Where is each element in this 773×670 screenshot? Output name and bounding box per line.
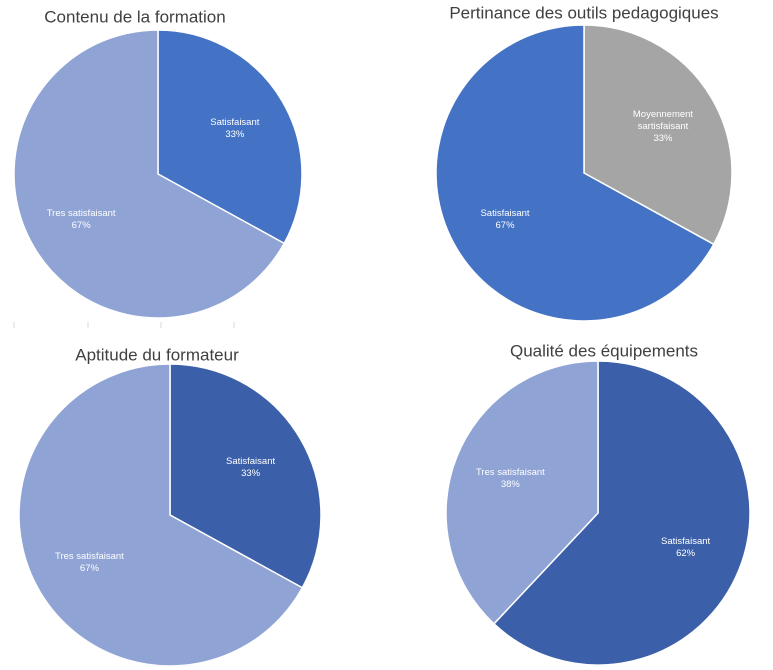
slice-percent-label: 33% [225,129,245,140]
slice-category-label: Satisfaisant [661,536,710,547]
slice-category-label: Tres satisfaisant [476,467,545,478]
slice-percent-label: 33% [653,133,673,144]
slice-percent-label: 67% [80,563,100,574]
chart-title: Aptitude du formateur [75,345,239,364]
pie-slice [18,363,304,667]
slice-category-label: Tres satisfaisant [55,551,124,562]
slice-category-label: Tres satisfaisant [47,208,116,219]
faint-axis-ticks [13,322,235,328]
pie-slice [445,360,599,625]
chart-title: Qualité des équipements [510,341,698,360]
slice-category-label: Satisfaisant [480,208,529,219]
pie-slice [157,29,303,245]
pie-slice [492,360,751,666]
pie-slice [583,24,733,246]
slice-category-label: sartisfaisant [638,121,689,132]
slice-category-label: Moyennement [633,109,694,120]
slice-category-label: Satisfaisant [226,456,275,467]
chart-title: Contenu de la formation [44,7,225,26]
slice-percent-label: 33% [241,468,261,479]
slice-category-label: Satisfaisant [210,117,259,128]
chart-title: Pertinance des outils pedagogiques [449,3,718,22]
slice-percent-label: 62% [676,548,696,559]
pie-slice [169,363,322,589]
pie-slice [13,29,286,319]
slice-percent-label: 38% [501,479,521,490]
slice-percent-label: 67% [496,220,516,231]
pie-chart-2: Pertinance des outils pedagogiques Moyenn… [435,3,733,322]
pie-slice [435,24,715,322]
slice-percent-label: 67% [72,220,92,231]
